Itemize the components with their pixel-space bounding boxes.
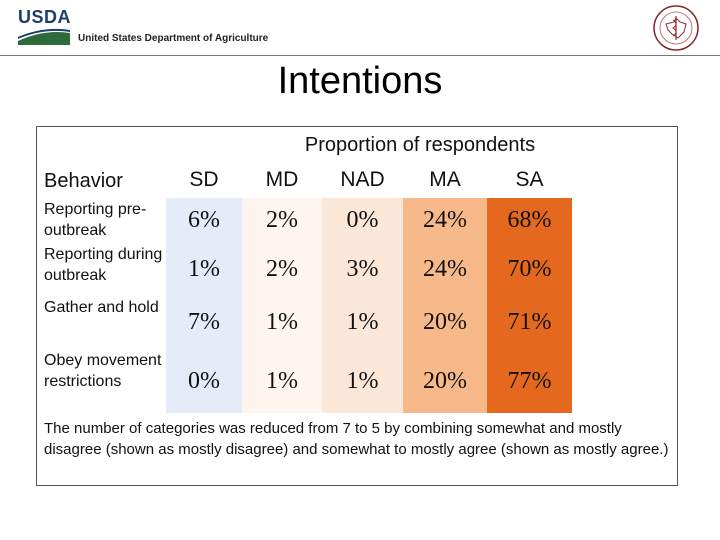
column-header-md: MD (265, 168, 299, 191)
row-label: Gather and hold (44, 299, 159, 316)
table-cell: 77% (487, 349, 572, 413)
department-name: United States Department of Agriculture (78, 33, 269, 44)
table-cell: 1% (242, 349, 322, 413)
table-cell: 2% (242, 198, 322, 243)
table-cell: 0% (166, 349, 242, 413)
usda-logo-icon (18, 28, 70, 45)
table-cell: 24% (403, 198, 487, 243)
usda-logo-text: USDA (18, 7, 72, 27)
footnote: The number of categories was reduced fro… (44, 420, 669, 458)
column-header-nad: NAD (340, 168, 385, 191)
table-cell: 1% (322, 349, 403, 413)
table-cell: 24% (403, 243, 487, 296)
row-label: Obey movement restrictions (44, 352, 162, 390)
column-header-sd: SD (189, 168, 219, 191)
table-cell: 68% (487, 198, 572, 243)
seal-icon (653, 5, 699, 51)
table-cell: 1% (242, 296, 322, 349)
header-bar: USDA United States Department of Agricul… (0, 0, 720, 56)
table-cell: 2% (242, 243, 322, 296)
table-cell: 20% (403, 296, 487, 349)
table-cell: 71% (487, 296, 572, 349)
row-label: Reporting during outbreak (44, 246, 163, 284)
table-cell: 6% (166, 198, 242, 243)
behavior-column-header: Behavior (44, 170, 123, 192)
table-cell: 1% (166, 243, 242, 296)
table-cell: 3% (322, 243, 403, 296)
table-cell: 7% (166, 296, 242, 349)
table-cell: 70% (487, 243, 572, 296)
table-cell: 20% (403, 349, 487, 413)
header-divider (0, 55, 720, 56)
table-cell: 1% (322, 296, 403, 349)
table-cell: 0% (322, 198, 403, 243)
row-label: Reporting pre-outbreak (44, 201, 147, 239)
column-header-sa: SA (515, 168, 544, 191)
column-header-ma: MA (429, 168, 461, 191)
slide-title: Intentions (277, 60, 443, 102)
table-subtitle: Proportion of respondents (304, 134, 536, 156)
